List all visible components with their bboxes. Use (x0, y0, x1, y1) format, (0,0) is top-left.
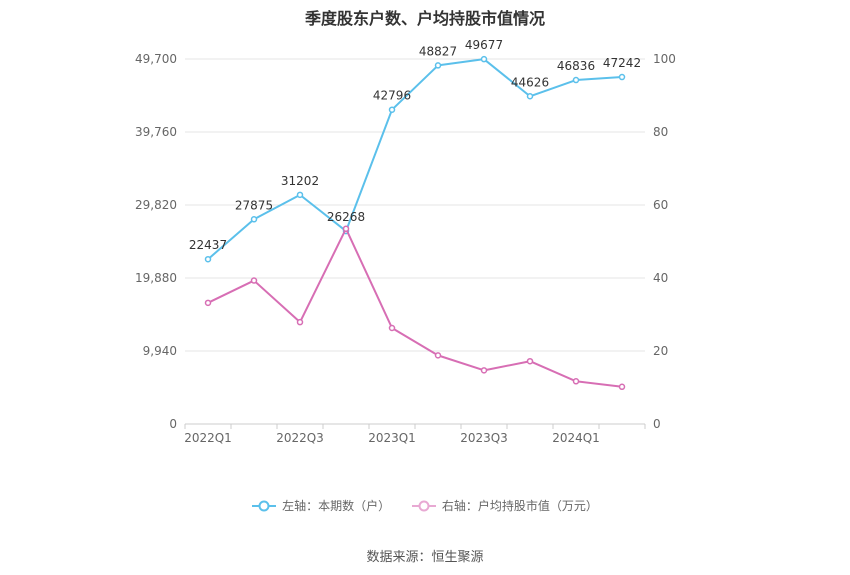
legend-marker-pink-icon (411, 500, 436, 511)
data-point-1 (434, 352, 442, 359)
data-label: 47242 (603, 56, 641, 70)
legend-item-households[interactable]: 左轴：本期数（户） (252, 497, 390, 514)
legend-marker-blue-icon (252, 500, 277, 511)
legend: 左轴：本期数（户） 右轴：户均持股市值（万元） (0, 497, 850, 515)
data-label: 42796 (373, 89, 411, 103)
series-line-0 (207, 58, 623, 260)
data-point-0 (434, 62, 442, 69)
data-point-0 (572, 76, 580, 84)
left-axis-tick-label: 0 (169, 417, 177, 431)
x-axis-tick-label: 2024Q1 (552, 431, 600, 445)
series-line-1 (207, 227, 623, 388)
data-label: 48827 (419, 44, 457, 58)
left-axis-tick-label: 9,940 (143, 344, 177, 358)
data-point-0 (480, 55, 488, 63)
right-axis-tick-label: 40 (653, 271, 668, 285)
data-label: 49677 (465, 38, 503, 52)
data-label: 31202 (281, 174, 319, 188)
data-point-1 (296, 318, 304, 326)
left-axis-tick-label: 29,820 (135, 198, 177, 212)
data-point-1 (526, 357, 534, 365)
line-chart: 0 0 9,940 20 19,880 40 29,820 60 39,760 80 49,700 1… (135, 38, 676, 445)
data-point-0 (618, 73, 626, 81)
data-label: 26268 (327, 210, 365, 224)
x-axis-tick-label: 2023Q3 (460, 431, 508, 445)
data-source: 数据来源：恒生聚源 (366, 550, 484, 565)
data-point-1 (388, 324, 396, 332)
data-point-1 (250, 277, 258, 284)
left-axis-tick-label: 19,880 (135, 271, 177, 285)
right-axis-tick-label: 20 (653, 344, 668, 358)
data-point-0 (526, 93, 534, 100)
legend-label-holding-value: 右轴：户均持股市值（万元） (441, 499, 598, 513)
data-point-1 (204, 299, 212, 307)
x-axis-tick-label: 2023Q1 (368, 431, 416, 445)
left-axis-tick-label: 39,760 (135, 125, 177, 139)
data-point-0 (296, 191, 304, 199)
right-axis-tick-label: 60 (653, 198, 668, 212)
data-point-1 (342, 225, 350, 232)
left-axis-tick-label: 49,700 (135, 52, 177, 66)
data-label: 46836 (557, 59, 595, 73)
right-axis-tick-label: 100 (653, 52, 676, 66)
legend-item-holding-value[interactable]: 右轴：户均持股市值（万元） (411, 497, 598, 514)
data-point-0 (388, 106, 396, 113)
x-axis-tick-label: 2022Q3 (276, 431, 324, 445)
data-point-1 (480, 367, 488, 374)
data-point-0 (204, 255, 212, 263)
legend-label-households: 左轴：本期数（户） (282, 499, 391, 513)
data-label: 22437 (189, 238, 227, 252)
data-point-1 (618, 383, 626, 391)
data-point-0 (250, 216, 258, 223)
right-axis-tick-label: 80 (653, 125, 668, 139)
data-label: 27875 (235, 198, 273, 212)
data-label: 44626 (511, 75, 549, 89)
right-axis-tick-label: 0 (653, 417, 661, 431)
chart-title: 季度股东户数、户均持股市值情况 (304, 9, 545, 28)
x-axis-tick-label: 2022Q1 (184, 431, 232, 445)
data-point-1 (572, 378, 580, 385)
